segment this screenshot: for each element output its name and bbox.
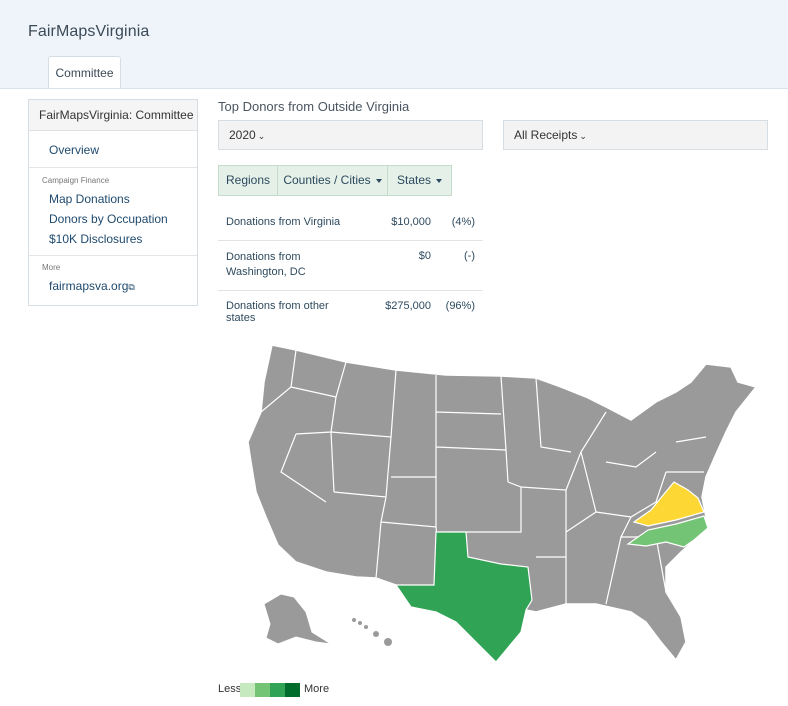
state-alaska (263, 593, 332, 645)
donation-label: Donations from Virginia (218, 206, 361, 241)
donation-amount: $275,000 (385, 299, 431, 312)
sidebar-item-overview[interactable]: Overview (49, 143, 100, 157)
state-virginia (632, 481, 705, 527)
tab-counties-cities[interactable]: Counties / Cities (277, 165, 388, 196)
legend-swatch (240, 683, 255, 697)
donation-percent: (4%) (431, 206, 483, 241)
legend-more-label: More (304, 683, 330, 695)
sidebar-divider (29, 255, 197, 256)
sidebar-item-external-site[interactable]: fairmapsva.org⧉ (49, 279, 135, 293)
chevron-down-icon: ⌄ (579, 131, 587, 141)
caret-down-icon (436, 178, 443, 183)
table-row: Donations from other states $275,000 (96… (218, 290, 483, 324)
sidebar-item-10k-disclosures[interactable]: $10K Disclosures (49, 232, 143, 246)
sidebar-item-map-donations[interactable]: Map Donations (49, 192, 130, 206)
donation-percent: (-) (431, 240, 483, 291)
external-link-icon: ⧉ (128, 282, 135, 292)
state-texas (394, 531, 533, 663)
year-dropdown-value: 2020 (229, 128, 256, 142)
sidebar-divider (29, 167, 197, 168)
state-north-carolina (626, 515, 709, 548)
sidebar-item-donors-by-occupation[interactable]: Donors by Occupation (49, 212, 168, 226)
receipts-dropdown-value: All Receipts (514, 128, 578, 142)
legend-swatch (270, 683, 285, 697)
sidebar-section-campaign-finance: Campaign Finance (42, 176, 110, 185)
caret-down-icon (375, 178, 382, 183)
sidebar-title: FairMapsVirginia: Committee (29, 100, 197, 131)
table-row: Donations from Virginia $10,000 (4%) (218, 206, 483, 241)
donation-label: Donations from Washington, DC (218, 240, 361, 291)
legend-swatch (255, 683, 270, 697)
sidebar: FairMapsVirginia: Committee Overview Cam… (28, 99, 198, 306)
donations-table: Donations from Virginia $10,000 (4%) Don… (218, 206, 483, 324)
tab-states[interactable]: States (387, 165, 452, 196)
tab-counties-cities-label: Counties / Cities (283, 173, 371, 187)
receipts-dropdown[interactable]: All Receipts ⌄ (503, 120, 768, 150)
legend-less-label: Less (218, 683, 242, 695)
brand-title: FairMapsVirginia (28, 23, 150, 40)
donation-amount: $0 (361, 240, 431, 291)
map-contiguous-us (247, 344, 758, 664)
page-header: FairMapsVirginia Committee (0, 0, 788, 89)
sidebar-section-more: More (42, 263, 61, 272)
state-hawaii (352, 618, 392, 646)
tab-states-label: States (396, 173, 432, 187)
page-title: Top Donors from Outside Virginia (218, 99, 410, 114)
table-row: Donations from Washington, DC $0 (-) (218, 240, 483, 291)
external-link-label: fairmapsva.org (49, 279, 129, 293)
donation-amount: $10,000 (361, 206, 431, 241)
donation-percent: (96%) (445, 299, 475, 312)
tab-regions-label: Regions (225, 173, 271, 187)
donation-label: Donations from other states (226, 299, 329, 324)
tab-regions[interactable]: Regions (218, 165, 278, 196)
tab-committee[interactable]: Committee (48, 56, 121, 88)
chevron-down-icon: ⌄ (257, 131, 266, 141)
us-states-map (247, 344, 758, 664)
legend-swatch (285, 683, 300, 697)
year-dropdown[interactable]: 2020 ⌄ (218, 120, 483, 150)
